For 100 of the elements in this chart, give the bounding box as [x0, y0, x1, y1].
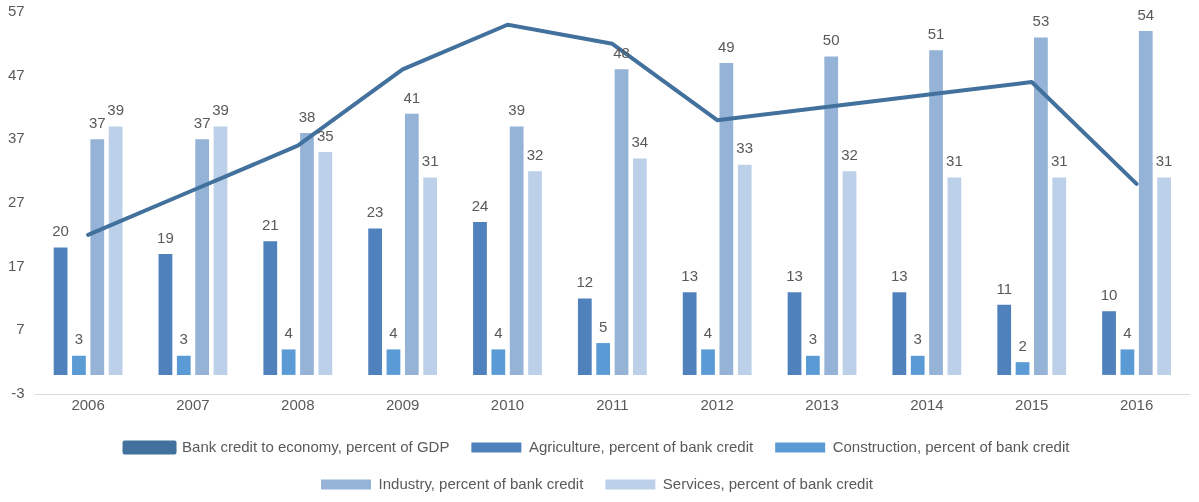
bar [386, 349, 401, 375]
data-label: 4 [494, 324, 503, 342]
x-tick-label: 2006 [71, 396, 105, 414]
data-label: 37 [193, 113, 211, 131]
data-label: 2 [1018, 336, 1027, 354]
data-label: 31 [946, 152, 963, 170]
y-tick-label: 7 [16, 320, 25, 338]
x-tick-label: 2011 [596, 396, 629, 414]
data-label: 32 [526, 145, 544, 163]
legend-label: Construction, percent of bank credit [832, 437, 1071, 455]
data-label: 5 [599, 317, 608, 335]
bar [195, 139, 210, 375]
bar [473, 222, 487, 375]
bar [108, 126, 123, 375]
data-label: 21 [261, 215, 279, 233]
bar [528, 171, 542, 375]
data-label: 3 [74, 330, 84, 348]
data-label: 24 [471, 196, 489, 214]
x-tick-label: 2016 [1119, 396, 1154, 414]
data-label: 31 [1155, 152, 1173, 170]
y-tick-label: -3 [11, 384, 25, 402]
bar [300, 132, 314, 375]
bar [318, 152, 333, 375]
legend-label: Services, percent of bank credit [662, 474, 874, 492]
data-label: 37 [88, 113, 106, 131]
bar [824, 56, 839, 375]
bar [701, 349, 715, 375]
bar [1015, 362, 1030, 375]
bar [596, 343, 611, 375]
bar [509, 126, 524, 375]
bar [1120, 349, 1135, 375]
bar [614, 69, 629, 375]
bar [281, 349, 296, 375]
data-label: 53 [1032, 12, 1050, 30]
bar [842, 171, 857, 375]
data-label: 13 [786, 266, 803, 284]
bar [1052, 177, 1067, 375]
data-label: 13 [681, 266, 699, 284]
data-label: 41 [403, 88, 421, 106]
data-label: 38 [298, 107, 316, 125]
data-label: 54 [1137, 5, 1155, 23]
bar [491, 349, 506, 375]
bar [632, 158, 647, 375]
data-label: 31 [1050, 152, 1068, 170]
data-label: 51 [927, 24, 945, 42]
legend-label: Bank credit to economy, percent of GDP [182, 437, 450, 455]
bar [892, 292, 907, 375]
data-label: 33 [736, 139, 754, 157]
x-tick-label: 2015 [1015, 396, 1049, 414]
x-tick-label: 2009 [385, 396, 420, 414]
y-tick-label: 27 [8, 193, 25, 211]
data-label: 34 [631, 133, 649, 151]
y-tick-label: 47 [8, 65, 25, 83]
bar [1138, 31, 1153, 375]
data-label: 11 [996, 279, 1012, 297]
bar [158, 253, 173, 375]
data-label: 31 [421, 152, 439, 170]
bar [577, 298, 592, 375]
bar [404, 113, 419, 375]
bar [719, 62, 734, 375]
bar [997, 304, 1012, 375]
y-tick-label: 57 [8, 2, 25, 20]
data-label: 4 [703, 324, 713, 342]
data-label: 39 [508, 101, 526, 119]
data-label: 3 [913, 330, 922, 348]
data-label: 4 [389, 324, 398, 342]
data-label: 32 [841, 145, 858, 163]
y-tick-label: 37 [8, 129, 25, 147]
data-label: 35 [316, 126, 334, 144]
data-label: 3 [808, 330, 818, 348]
bar [929, 50, 943, 375]
bar [910, 355, 925, 375]
x-tick-label: 2012 [700, 396, 734, 414]
data-label: 4 [284, 324, 293, 342]
data-label: 39 [107, 101, 124, 119]
bar [787, 292, 802, 375]
data-label: 13 [891, 266, 908, 284]
bar [805, 355, 820, 375]
data-label: 49 [718, 37, 735, 55]
bar [1102, 311, 1116, 375]
data-label: 10 [1100, 285, 1118, 303]
y-tick-label: 17 [8, 256, 25, 274]
x-tick-label: 2007 [176, 396, 210, 414]
legend-label: Industry, percent of bank credit [378, 474, 585, 492]
data-label: 50 [822, 31, 840, 49]
bar [176, 355, 191, 375]
data-label: 19 [157, 228, 174, 246]
bar [53, 247, 68, 375]
data-label: 12 [576, 273, 594, 291]
data-label: 39 [212, 101, 229, 119]
bar [213, 126, 228, 375]
data-label: 3 [179, 330, 188, 348]
bar [72, 355, 86, 375]
data-label: 23 [366, 203, 384, 221]
bar [737, 164, 752, 375]
bar [423, 177, 438, 375]
data-label: 4 [1123, 324, 1132, 342]
bar [263, 241, 278, 375]
bar [90, 139, 105, 375]
bar [1034, 37, 1048, 375]
